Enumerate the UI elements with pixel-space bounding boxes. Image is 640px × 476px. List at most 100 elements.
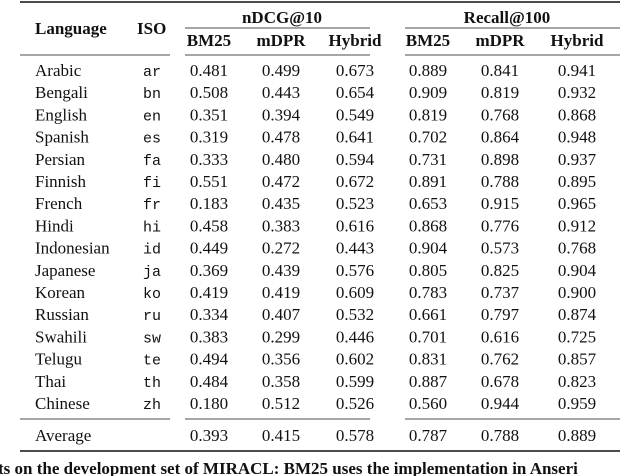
cell: 0.864 bbox=[481, 128, 520, 147]
cell: 0.841 bbox=[481, 61, 519, 80]
iso: fr bbox=[143, 197, 161, 214]
cell: 0.874 bbox=[558, 305, 597, 324]
language: Persian bbox=[35, 150, 86, 169]
cell: 0.805 bbox=[409, 261, 447, 280]
iso: ar bbox=[143, 64, 161, 81]
iso: zh bbox=[143, 397, 161, 414]
cell: 0.472 bbox=[262, 172, 300, 191]
cell: 0.768 bbox=[558, 239, 596, 258]
cell: 0.419 bbox=[262, 283, 300, 302]
iso: hi bbox=[143, 219, 161, 236]
cell: 0.356 bbox=[262, 350, 300, 369]
cell: 0.508 bbox=[190, 83, 228, 102]
average-cell: 0.578 bbox=[336, 426, 374, 445]
metric-header: Hybrid bbox=[551, 31, 604, 50]
cell: 0.737 bbox=[481, 283, 520, 302]
metric-header: Hybrid bbox=[329, 31, 382, 50]
cell: 0.478 bbox=[262, 128, 300, 147]
caption: ts on the development set of MIRACL: BM2… bbox=[0, 459, 578, 476]
metric-header: BM25 bbox=[406, 31, 450, 50]
cell: 0.602 bbox=[336, 350, 374, 369]
language: English bbox=[35, 105, 87, 124]
average-label: Average bbox=[35, 426, 91, 445]
cell: 0.857 bbox=[558, 350, 597, 369]
language: Finnish bbox=[35, 172, 87, 191]
language: Thai bbox=[35, 372, 66, 391]
cell: 0.576 bbox=[336, 261, 374, 280]
cell: 0.443 bbox=[336, 239, 374, 258]
cell: 0.823 bbox=[558, 372, 596, 391]
iso: id bbox=[143, 242, 161, 259]
cell: 0.484 bbox=[190, 372, 229, 391]
cell: 0.641 bbox=[336, 128, 374, 147]
cell: 0.526 bbox=[336, 394, 374, 413]
iso: ko bbox=[143, 286, 161, 303]
cell: 0.937 bbox=[558, 150, 597, 169]
cell: 0.819 bbox=[409, 105, 447, 124]
cell: 0.904 bbox=[409, 239, 448, 258]
cell: 0.673 bbox=[336, 61, 374, 80]
cell: 0.868 bbox=[409, 216, 447, 235]
cell: 0.480 bbox=[262, 150, 300, 169]
cell: 0.443 bbox=[262, 83, 300, 102]
cell: 0.481 bbox=[190, 61, 228, 80]
cell: 0.599 bbox=[336, 372, 374, 391]
iso: en bbox=[143, 108, 161, 125]
cell: 0.868 bbox=[558, 105, 596, 124]
cell: 0.898 bbox=[481, 150, 519, 169]
average-cell: 0.787 bbox=[409, 426, 448, 445]
language: Chinese bbox=[35, 394, 90, 413]
cell: 0.299 bbox=[262, 327, 300, 346]
average-cell: 0.788 bbox=[481, 426, 519, 445]
iso: th bbox=[143, 375, 161, 392]
cell: 0.831 bbox=[409, 350, 447, 369]
iso: bn bbox=[143, 86, 161, 103]
cell: 0.407 bbox=[262, 305, 301, 324]
cell: 0.358 bbox=[262, 372, 300, 391]
header-iso: ISO bbox=[137, 19, 166, 38]
cell: 0.783 bbox=[409, 283, 447, 302]
cell: 0.512 bbox=[262, 394, 300, 413]
iso: fa bbox=[143, 153, 161, 170]
cell: 0.959 bbox=[558, 394, 596, 413]
cell: 0.616 bbox=[336, 216, 374, 235]
cell: 0.932 bbox=[558, 83, 596, 102]
cell: 0.439 bbox=[262, 261, 300, 280]
cell: 0.351 bbox=[190, 105, 228, 124]
cell: 0.616 bbox=[481, 327, 519, 346]
cell: 0.672 bbox=[336, 172, 374, 191]
cell: 0.180 bbox=[190, 394, 228, 413]
cell: 0.419 bbox=[190, 283, 228, 302]
cell: 0.904 bbox=[558, 261, 597, 280]
cell: 0.891 bbox=[409, 172, 447, 191]
language: Indonesian bbox=[35, 239, 110, 258]
language: Telugu bbox=[35, 350, 82, 369]
cell: 0.948 bbox=[558, 128, 596, 147]
cell: 0.446 bbox=[336, 327, 374, 346]
cell: 0.944 bbox=[481, 394, 520, 413]
metric-header: mDPR bbox=[256, 31, 306, 50]
cell: 0.594 bbox=[336, 150, 375, 169]
cell: 0.183 bbox=[190, 194, 228, 213]
language: Japanese bbox=[35, 261, 95, 280]
cell: 0.819 bbox=[481, 83, 519, 102]
cell: 0.788 bbox=[481, 172, 519, 191]
cell: 0.941 bbox=[558, 61, 596, 80]
cell: 0.654 bbox=[336, 83, 375, 102]
cell: 0.825 bbox=[481, 261, 519, 280]
cell: 0.394 bbox=[262, 105, 301, 124]
language: Spanish bbox=[35, 128, 89, 147]
cell: 0.895 bbox=[558, 172, 596, 191]
language: Hindi bbox=[35, 216, 74, 235]
cell: 0.532 bbox=[336, 305, 374, 324]
cell: 0.383 bbox=[190, 327, 228, 346]
cell: 0.731 bbox=[409, 150, 447, 169]
iso: sw bbox=[143, 330, 161, 347]
cell: 0.889 bbox=[409, 61, 447, 80]
language: Arabic bbox=[35, 61, 82, 80]
cell: 0.776 bbox=[481, 216, 519, 235]
iso: ru bbox=[143, 308, 161, 325]
cell: 0.915 bbox=[481, 194, 519, 213]
cell: 0.653 bbox=[409, 194, 447, 213]
